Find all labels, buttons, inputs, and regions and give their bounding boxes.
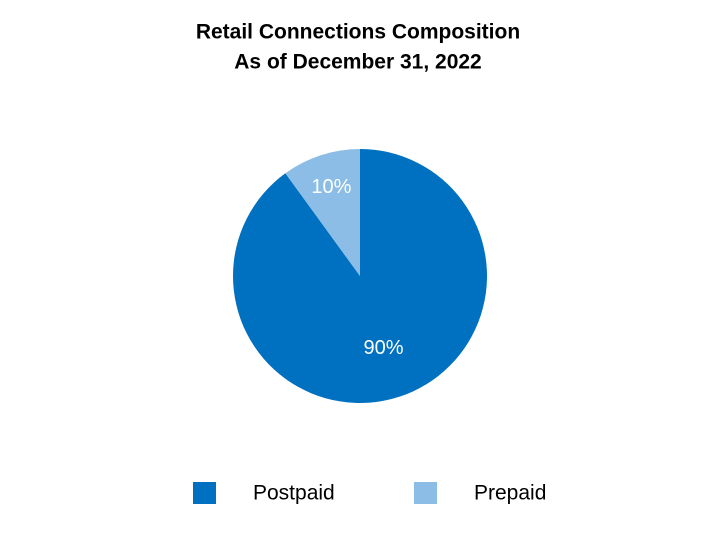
- legend-swatch: [193, 482, 216, 504]
- chart-title: Retail Connections Composition: [196, 21, 520, 44]
- legend-swatch: [414, 482, 437, 504]
- value-label: 90%: [364, 337, 404, 359]
- pie-slice: [285, 149, 360, 276]
- value-label: 10%: [311, 176, 351, 198]
- legend-label: Prepaid: [474, 482, 546, 505]
- legend-label: Postpaid: [253, 482, 335, 505]
- chart-subtitle: As of December 31, 2022: [234, 51, 481, 74]
